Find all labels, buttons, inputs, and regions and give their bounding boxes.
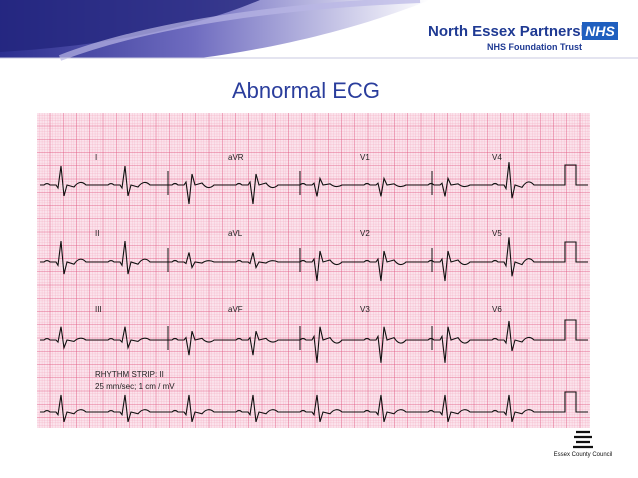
rhythm-label: RHYTHM STRIP: II bbox=[95, 370, 164, 379]
organisation: North Essex Partnership bbox=[428, 23, 603, 40]
header-swoosh bbox=[0, 0, 260, 52]
lead-label: V3 bbox=[360, 305, 370, 314]
lead-label: aVF bbox=[228, 305, 243, 314]
lead-label: V5 bbox=[492, 229, 502, 238]
lead-label: aVR bbox=[228, 153, 244, 162]
lead-label: aVL bbox=[228, 229, 243, 238]
header: North Essex Partnership NHS NHS Foundati… bbox=[0, 0, 638, 61]
lead-label: III bbox=[95, 305, 102, 314]
lead-label: II bbox=[95, 229, 99, 238]
slide-title: Abnormal ECG bbox=[232, 78, 380, 103]
rhythm-trace bbox=[40, 391, 588, 423]
nhs-badge bbox=[582, 22, 618, 40]
lead-label: I bbox=[95, 153, 97, 162]
lead-label: V6 bbox=[492, 305, 502, 314]
council-logo: Essex County Council bbox=[554, 430, 613, 458]
calibration-label: 25 mm/sec; 1 cm / mV bbox=[95, 382, 175, 391]
ecg-trace bbox=[40, 162, 588, 205]
header-swoosh bbox=[58, 0, 421, 61]
council-name: Essex County Council bbox=[554, 452, 613, 458]
lead-label: V1 bbox=[360, 153, 370, 162]
trust-name: NHS Foundation Trust bbox=[487, 42, 582, 52]
ecg-trace bbox=[40, 319, 588, 363]
lead-label: V2 bbox=[360, 229, 370, 238]
lead-label: V4 bbox=[492, 153, 502, 162]
ecg-trace bbox=[40, 237, 588, 282]
nhs-badge-text: NHS bbox=[585, 23, 615, 39]
